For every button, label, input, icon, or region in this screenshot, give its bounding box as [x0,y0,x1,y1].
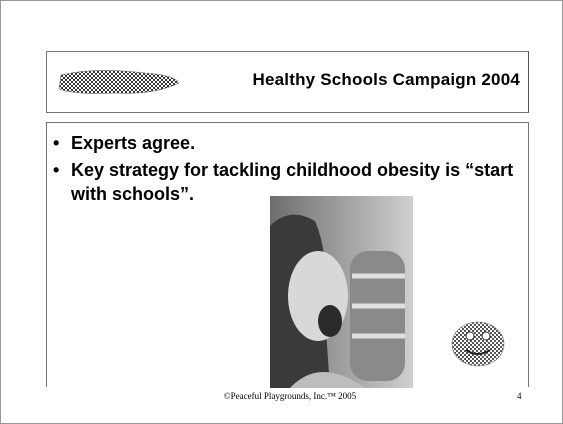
page: Healthy Schools Campaign 2004 Experts ag… [0,0,563,424]
bullet: Experts agree. [47,131,517,155]
mascot [448,310,508,370]
copyright: ©Peaceful Playgrounds, Inc.™ 2005 [190,391,390,401]
photo [270,196,413,388]
logo [55,69,185,99]
page-number: 4 [517,391,522,401]
slide-title: Healthy Schools Campaign 2004 [253,70,521,90]
header-box: Healthy Schools Campaign 2004 [46,51,529,113]
